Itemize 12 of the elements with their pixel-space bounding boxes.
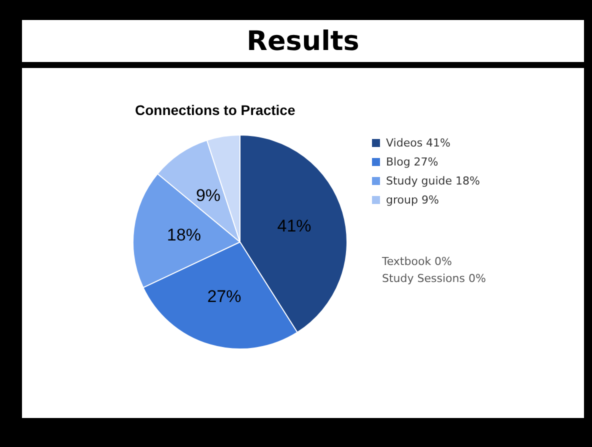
data-label: 27% — [207, 286, 242, 306]
legend-label: group 9% — [386, 194, 439, 206]
chart-title: Results — [22, 20, 584, 62]
text: Study Sessions 0% — [382, 272, 486, 285]
legend-label: Blog 27% — [386, 156, 438, 168]
data-label: 41% — [277, 216, 312, 236]
legend-label: Videos 41% — [386, 136, 450, 150]
chart-subtitle: Connections to Practice — [135, 102, 296, 118]
data-label: 18% — [166, 225, 201, 244]
data-label: 9% — [196, 186, 221, 205]
text: Textbook 0% — [381, 255, 452, 268]
legend-label: Study guide 18% — [386, 174, 480, 188]
